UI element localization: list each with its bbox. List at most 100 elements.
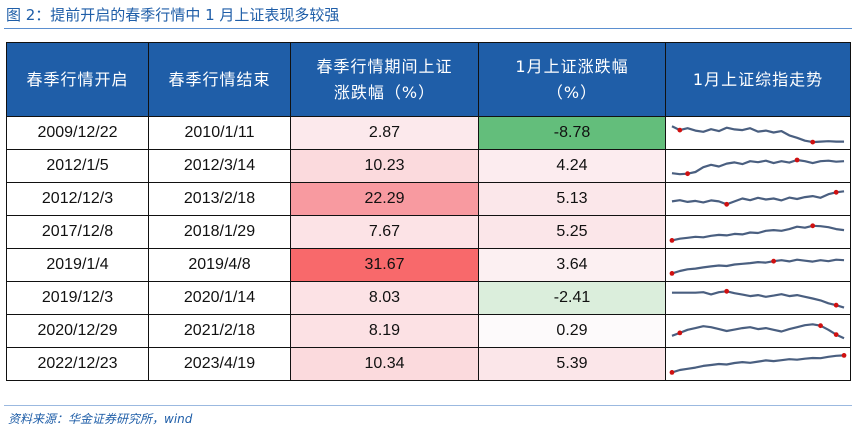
sparkline-path bbox=[671, 290, 845, 309]
header-jan-trend: 1月上证综指走势 bbox=[665, 42, 851, 117]
sparkline-marker bbox=[833, 302, 839, 308]
source-divider bbox=[4, 405, 852, 406]
header-spring-change: 春季行情期间上证 涨跌幅（%） bbox=[290, 42, 479, 117]
cell-end-date: 2010/1/11 bbox=[148, 116, 291, 150]
table-row: 2012/1/5 2012/3/14 10.23 4.24 bbox=[6, 149, 851, 183]
table-row: 2022/12/23 2023/4/19 10.34 5.39 bbox=[6, 347, 851, 381]
sparkline-path bbox=[671, 125, 845, 144]
header-spring-end-line: 春季行情结束 bbox=[168, 69, 271, 89]
sparkline-path bbox=[671, 354, 845, 374]
table-row: 2017/12/8 2018/1/29 7.67 5.25 bbox=[6, 215, 851, 249]
sparkline-marker bbox=[810, 139, 816, 145]
header-spring-start: 春季行情开启 bbox=[6, 42, 149, 117]
sparkline-path bbox=[671, 323, 845, 340]
header-spring-change-line: 涨跌幅（%） bbox=[333, 82, 436, 102]
sparkline-path bbox=[671, 224, 845, 242]
sparkline-marker bbox=[669, 271, 675, 276]
cell-start-date: 2012/12/3 bbox=[6, 182, 149, 216]
sparkline-chart bbox=[669, 223, 845, 243]
figure-title: 图 2：提前开启的春季行情中 1 月上证表现多较强 bbox=[6, 6, 340, 24]
cell-jan-sparkline bbox=[665, 281, 851, 315]
cell-spring-change: 8.19 bbox=[290, 314, 479, 348]
cell-spring-change: 31.67 bbox=[290, 248, 479, 282]
cell-start-date: 2012/1/5 bbox=[6, 149, 149, 183]
cell-spring-change: 10.34 bbox=[290, 347, 479, 381]
title-divider bbox=[4, 28, 852, 29]
sparkline-marker bbox=[833, 332, 839, 337]
cell-spring-change: 10.23 bbox=[290, 149, 479, 183]
sparkline-marker bbox=[841, 353, 847, 358]
sparkline-marker bbox=[724, 288, 730, 294]
sparkline-marker bbox=[810, 223, 816, 229]
header-spring-start-line: 春季行情开启 bbox=[26, 69, 129, 89]
cell-jan-change: -2.41 bbox=[478, 281, 666, 315]
sparkline-chart bbox=[669, 258, 845, 276]
cell-start-date: 2009/12/22 bbox=[6, 116, 149, 150]
sparkline-chart bbox=[671, 323, 845, 340]
sparkline-path bbox=[671, 258, 845, 275]
sparkline-marker bbox=[724, 201, 730, 207]
source-note: 资料来源：华金证券研究所，wind bbox=[8, 412, 193, 426]
cell-start-date: 2019/1/4 bbox=[6, 248, 149, 282]
cell-jan-change: 4.24 bbox=[478, 149, 666, 183]
cell-start-date: 2019/12/3 bbox=[6, 281, 149, 315]
cell-jan-sparkline bbox=[665, 314, 851, 348]
cell-end-date: 2013/2/18 bbox=[148, 182, 291, 216]
cell-end-date: 2023/4/19 bbox=[148, 347, 291, 381]
cell-jan-change: 5.25 bbox=[478, 215, 666, 249]
sparkline-marker bbox=[833, 189, 839, 195]
table-header-row: 春季行情开启 春季行情结束 春季行情期间上证 涨跌幅（%） 1月上证涨跌幅 （%） 1月上证… bbox=[6, 42, 851, 117]
table-row: 2020/12/29 2021/2/18 8.19 0.29 bbox=[6, 314, 851, 348]
cell-jan-sparkline bbox=[665, 116, 851, 150]
sparkline-marker bbox=[818, 323, 823, 329]
sparkline-marker bbox=[677, 127, 683, 133]
sparkline-marker bbox=[771, 258, 777, 264]
cell-start-date: 2020/12/29 bbox=[6, 314, 149, 348]
cell-spring-change: 7.67 bbox=[290, 215, 479, 249]
table-row: 2012/12/3 2013/2/18 22.29 5.13 bbox=[6, 182, 851, 216]
cell-end-date: 2021/2/18 bbox=[148, 314, 291, 348]
sparkline-marker bbox=[669, 370, 675, 375]
sparkline-marker bbox=[677, 330, 683, 336]
sparkline-chart bbox=[671, 157, 845, 177]
sparkline-chart bbox=[671, 288, 845, 309]
sparkline-chart bbox=[671, 125, 845, 145]
cell-end-date: 2020/1/14 bbox=[148, 281, 291, 315]
cell-jan-change: 0.29 bbox=[478, 314, 666, 348]
spring-rally-table: 春季行情开启 春季行情结束 春季行情期间上证 涨跌幅（%） 1月上证涨跌幅 （%） 1月上证… bbox=[6, 42, 851, 381]
sparkline-marker bbox=[685, 171, 690, 177]
cell-spring-change: 2.87 bbox=[290, 116, 479, 150]
header-spring-end: 春季行情结束 bbox=[148, 42, 291, 117]
sparkline-chart bbox=[669, 353, 847, 375]
header-jan-change-line: （%） bbox=[546, 82, 598, 102]
sparkline-chart bbox=[671, 189, 845, 207]
table-row: 2019/1/4 2019/4/8 31.67 3.64 bbox=[6, 248, 851, 282]
cell-jan-sparkline bbox=[665, 149, 851, 183]
cell-jan-sparkline bbox=[665, 215, 851, 249]
header-jan-change: 1月上证涨跌幅 （%） bbox=[478, 42, 666, 117]
cell-jan-change: 5.39 bbox=[478, 347, 666, 381]
cell-end-date: 2019/4/8 bbox=[148, 248, 291, 282]
cell-jan-sparkline bbox=[665, 248, 851, 282]
header-jan-change-line: 1月上证涨跌幅 bbox=[515, 56, 629, 76]
cell-jan-change: 5.13 bbox=[478, 182, 666, 216]
sparkline-marker bbox=[669, 238, 675, 243]
table-row: 2019/12/3 2020/1/14 8.03 -2.41 bbox=[6, 281, 851, 315]
cell-jan-change: -8.78 bbox=[478, 116, 666, 150]
header-jan-trend-line: 1月上证综指走势 bbox=[692, 69, 824, 89]
cell-end-date: 2012/3/14 bbox=[148, 149, 291, 183]
cell-jan-change: 3.64 bbox=[478, 248, 666, 282]
cell-jan-sparkline bbox=[665, 347, 851, 381]
sparkline-path bbox=[671, 158, 845, 176]
cell-start-date: 2017/12/8 bbox=[6, 215, 149, 249]
table-body: 2009/12/22 2010/1/11 2.87 -8.78 2012/1/5 2012… bbox=[6, 116, 851, 381]
cell-jan-sparkline bbox=[665, 182, 851, 216]
sparkline-path bbox=[671, 190, 845, 206]
cell-spring-change: 8.03 bbox=[290, 281, 479, 315]
header-spring-change-line: 春季行情期间上证 bbox=[316, 56, 453, 76]
table-row: 2009/12/22 2010/1/11 2.87 -8.78 bbox=[6, 116, 851, 150]
sparkline-marker bbox=[794, 157, 800, 163]
cell-end-date: 2018/1/29 bbox=[148, 215, 291, 249]
cell-start-date: 2022/12/23 bbox=[6, 347, 149, 381]
cell-spring-change: 22.29 bbox=[290, 182, 479, 216]
